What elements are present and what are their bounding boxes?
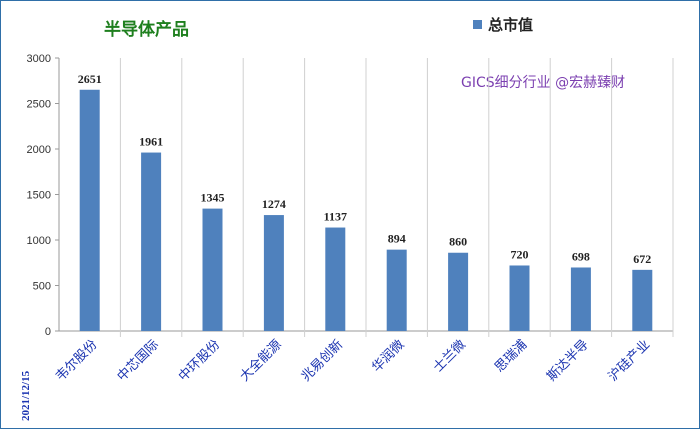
data-label: 1274 (262, 197, 286, 211)
data-label: 672 (633, 252, 651, 266)
bars: 2651 韦尔股份 1961 中芯国际 1345 中环股份 1274 大全能源 1137 兆易创新… (53, 72, 653, 385)
bar (509, 265, 530, 331)
x-tick-label: 华润微 (369, 337, 407, 375)
bar (632, 269, 653, 331)
data-label: 860 (449, 235, 467, 249)
data-label: 1961 (139, 135, 163, 149)
x-tick-label: 沪硅产业 (605, 337, 653, 385)
x-tick-label: 士兰微 (431, 337, 469, 375)
data-label: 894 (388, 232, 406, 246)
date-label: 2021/12/15 (20, 370, 32, 421)
y-tick-label: 1000 (27, 235, 51, 247)
x-tick-label: 韦尔股份 (53, 337, 100, 384)
y-tick-label: 500 (33, 281, 51, 293)
bar (386, 249, 407, 331)
x-tick-label: 大全能源 (237, 337, 285, 385)
bar (263, 215, 284, 331)
data-label: 698 (572, 249, 590, 263)
bar (141, 152, 162, 331)
y-tick-label: 3000 (27, 53, 51, 65)
bar (202, 208, 223, 331)
x-tick-label: 思瑞浦 (492, 337, 530, 375)
watermark-annotation: GICS细分行业 @宏赫臻财 (461, 75, 625, 91)
x-tick-label: 兆易创新 (298, 337, 346, 385)
data-label: 1345 (201, 191, 225, 205)
y-tick-label: 1500 (27, 190, 51, 202)
bar (325, 227, 346, 331)
x-tick-label: 斯达半导 (544, 337, 591, 384)
data-label: 1137 (324, 210, 347, 224)
data-label: 720 (511, 247, 529, 261)
legend-label: 总市值 (488, 16, 533, 34)
legend-swatch (473, 20, 482, 29)
bar (448, 252, 469, 331)
y-tick-label: 0 (45, 326, 51, 338)
bar (570, 267, 591, 331)
bar (79, 89, 100, 331)
y-tick-label: 2000 (27, 144, 51, 156)
x-tick-label: 中芯国际 (115, 337, 162, 384)
data-label: 2651 (78, 72, 102, 86)
chart-title: 半导体产品 (104, 19, 189, 40)
y-tick-label: 2500 (27, 99, 51, 111)
x-tick-label: 中环股份 (176, 337, 223, 384)
axes: 0 500 1000 1500 2000 2500 3000 (27, 53, 674, 338)
